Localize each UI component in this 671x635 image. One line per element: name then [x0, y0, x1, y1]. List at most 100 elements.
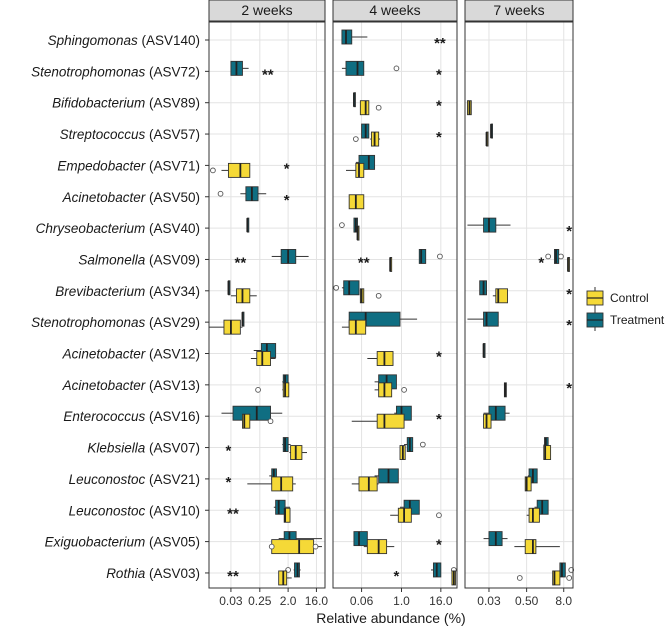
- x-tick-label: 16.0: [305, 594, 329, 608]
- box-control: [451, 570, 456, 586]
- box-control: [255, 382, 290, 398]
- box-iqr: [495, 288, 508, 304]
- x-tick-label: 0.25: [248, 594, 272, 608]
- taxon-label: Exiguobacterium (ASV05): [45, 535, 200, 550]
- box-iqr: [524, 539, 537, 555]
- taxon-genus: Chryseobacterium: [36, 221, 146, 236]
- box-control: [345, 162, 365, 178]
- box-treatment: [418, 248, 443, 264]
- box-treatment: [361, 123, 370, 139]
- taxon-genus: Bifidobacterium: [52, 96, 145, 111]
- box-control: [514, 539, 560, 555]
- box-treatment: [490, 123, 493, 139]
- box-iqr: [376, 413, 405, 429]
- x-tick-label: 0.06: [350, 594, 374, 608]
- box-iqr: [528, 507, 540, 523]
- significance-marker: *: [226, 443, 232, 460]
- taxon-asv: (ASV16): [145, 409, 200, 424]
- taxon-label: Acinetobacter (ASV50): [62, 190, 200, 205]
- box-iqr: [359, 100, 370, 116]
- taxon-genus: Sphingomonas: [48, 33, 138, 48]
- box-control: [503, 382, 507, 398]
- panel-bg-2: [465, 22, 573, 588]
- box-treatment: [339, 217, 358, 233]
- taxon-asv: (ASV40): [145, 221, 200, 236]
- outlier-point: [419, 441, 426, 448]
- box-iqr: [348, 319, 367, 335]
- taxon-asv: (ASV03): [145, 566, 200, 581]
- box-control: [351, 476, 379, 492]
- taxon-label: Leuconostoc (ASV10): [69, 503, 200, 518]
- taxon-genus: Leuconostoc: [69, 472, 146, 487]
- box-control: [230, 288, 257, 304]
- box-treatment: [227, 280, 231, 296]
- box-control: [363, 539, 395, 555]
- box-treatment: [483, 531, 508, 547]
- facet-label-1: 4 weeks: [369, 2, 420, 18]
- taxon-label: Rothia (ASV03): [106, 566, 200, 581]
- panel-bg-0: [209, 22, 325, 588]
- significance-marker: *: [284, 192, 290, 209]
- box-control: [289, 445, 307, 460]
- box-treatment: [217, 186, 267, 202]
- significance-marker: *: [538, 254, 544, 271]
- box-treatment: [271, 248, 309, 264]
- box-treatment: [353, 531, 368, 547]
- box-treatment: [341, 60, 400, 76]
- facet-strip-0: [208, 0, 326, 22]
- box-iqr: [353, 531, 368, 547]
- box-control: [390, 507, 442, 523]
- significance-marker: *: [436, 349, 442, 366]
- box-iqr: [223, 319, 241, 335]
- outlier-point: [339, 222, 345, 228]
- box-iqr: [418, 248, 427, 264]
- box-iqr: [242, 413, 251, 429]
- box-control: [352, 131, 381, 147]
- taxon-label: Streptococcus (ASV57): [60, 127, 200, 142]
- taxon-asv: (ASV29): [145, 315, 200, 330]
- outlier-point: [333, 284, 340, 291]
- x-tick-label: 0.03: [477, 594, 501, 608]
- outlier-point: [267, 418, 274, 425]
- box-iqr: [271, 539, 315, 555]
- significance-marker: **: [227, 568, 239, 585]
- box-iqr: [256, 351, 271, 366]
- taxon-label: Klebsiella (ASV07): [87, 441, 200, 456]
- outlier-point: [436, 512, 442, 519]
- x-axis-title: Relative abundance (%): [316, 610, 465, 626]
- box-control: [283, 507, 291, 523]
- box-control: [526, 507, 540, 523]
- taxon-label: Brevibacterium (ASV34): [55, 284, 200, 299]
- box-iqr: [524, 476, 532, 492]
- taxon-label: Chryseobacterium (ASV40): [36, 221, 200, 236]
- panel-border-1: [332, 21, 458, 589]
- taxon-genus: Exiguobacterium: [45, 535, 146, 550]
- x-tick-label: 0.50: [515, 594, 539, 608]
- taxon-label: Sphingomonas (ASV140): [48, 33, 200, 48]
- taxon-asv: (ASV05): [145, 535, 200, 550]
- box-treatment: [483, 405, 510, 421]
- taxon-genus: Salmonella: [78, 252, 145, 267]
- box-iqr: [345, 60, 365, 76]
- taxon-label: Empedobacter (ASV71): [57, 158, 200, 173]
- box-control: [374, 382, 407, 398]
- outlier-point: [210, 167, 216, 174]
- box-treatment: [353, 92, 356, 108]
- box-control: [543, 445, 552, 460]
- taxon-label: Acinetobacter (ASV13): [62, 378, 200, 393]
- outlier-point: [352, 136, 359, 142]
- taxon-label: Acinetobacter (ASV12): [62, 347, 200, 362]
- box-control: [483, 413, 492, 429]
- significance-marker: *: [436, 98, 442, 115]
- box-iqr: [227, 162, 251, 178]
- box-control: [209, 319, 243, 335]
- box-treatment: [527, 468, 538, 484]
- taxon-asv: (ASV50): [145, 190, 200, 205]
- box-treatment: [467, 311, 499, 327]
- outlier-point: [437, 253, 443, 260]
- taxon-genus: Leuconostoc: [69, 503, 146, 518]
- box-iqr: [543, 445, 552, 460]
- box-treatment: [559, 562, 575, 578]
- box-control: [210, 162, 251, 178]
